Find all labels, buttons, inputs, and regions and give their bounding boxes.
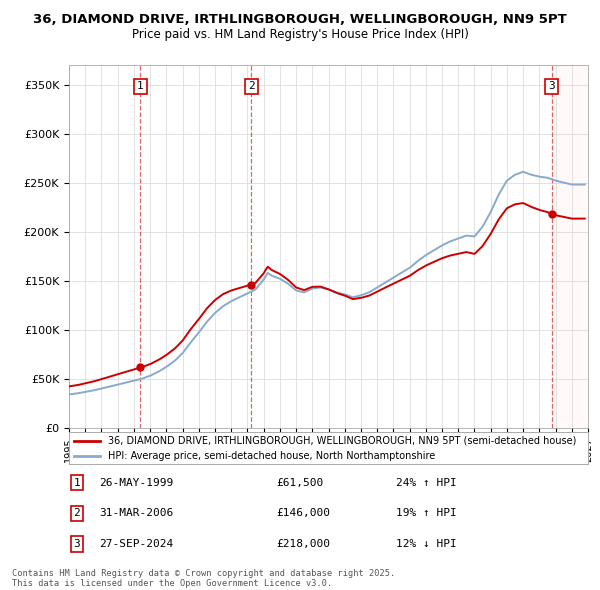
Text: Price paid vs. HM Land Registry's House Price Index (HPI): Price paid vs. HM Land Registry's House …: [131, 28, 469, 41]
Text: 31-MAR-2006: 31-MAR-2006: [99, 509, 173, 518]
Text: 12% ↓ HPI: 12% ↓ HPI: [396, 539, 457, 549]
Text: £146,000: £146,000: [276, 509, 330, 518]
Text: 24% ↑ HPI: 24% ↑ HPI: [396, 478, 457, 487]
Text: 1: 1: [137, 81, 144, 91]
Text: 26-MAY-1999: 26-MAY-1999: [99, 478, 173, 487]
Text: £218,000: £218,000: [276, 539, 330, 549]
Text: 3: 3: [548, 81, 555, 91]
Text: 19% ↑ HPI: 19% ↑ HPI: [396, 509, 457, 518]
Text: 27-SEP-2024: 27-SEP-2024: [99, 539, 173, 549]
Bar: [551, 65, 588, 428]
Text: £61,500: £61,500: [276, 478, 323, 487]
Text: 3: 3: [73, 539, 80, 549]
Text: 2: 2: [248, 81, 255, 91]
Text: Contains HM Land Registry data © Crown copyright and database right 2025.
This d: Contains HM Land Registry data © Crown c…: [12, 569, 395, 588]
Text: HPI: Average price, semi-detached house, North Northamptonshire: HPI: Average price, semi-detached house,…: [108, 451, 435, 461]
Text: 36, DIAMOND DRIVE, IRTHLINGBOROUGH, WELLINGBOROUGH, NN9 5PT (semi-detached house: 36, DIAMOND DRIVE, IRTHLINGBOROUGH, WELL…: [108, 436, 576, 446]
Text: 2: 2: [73, 509, 80, 518]
Text: 1: 1: [73, 478, 80, 487]
Text: 36, DIAMOND DRIVE, IRTHLINGBOROUGH, WELLINGBOROUGH, NN9 5PT: 36, DIAMOND DRIVE, IRTHLINGBOROUGH, WELL…: [33, 13, 567, 26]
